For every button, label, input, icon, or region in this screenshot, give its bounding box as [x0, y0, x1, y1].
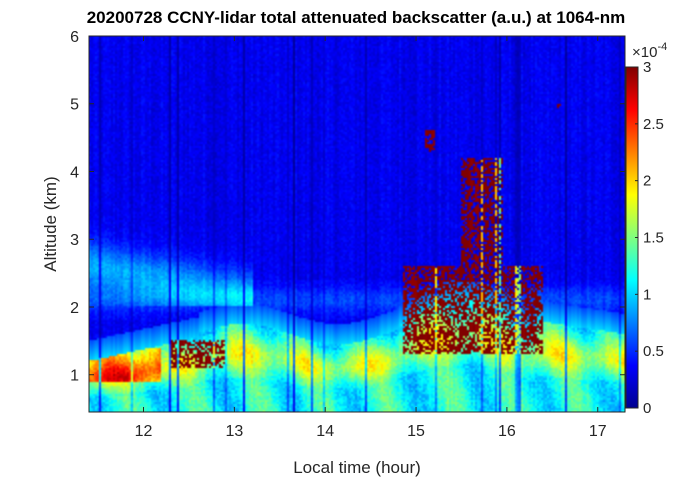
y-tick-label: 5	[70, 97, 79, 114]
x-tick-label: 13	[225, 423, 243, 440]
colorbar-tick-label: 2	[643, 173, 651, 190]
x-tick-label: 17	[589, 423, 607, 440]
x-tick-label: 16	[498, 423, 516, 440]
x-tick-label: 12	[135, 423, 153, 440]
colorbar-exponent-base: ×10	[632, 44, 657, 61]
colorbar-exponent: ×10-4	[632, 41, 667, 61]
colorbar-tick-label: 1	[643, 286, 651, 303]
y-axis-label: Altitude (km)	[41, 176, 60, 271]
y-tick-label: 6	[70, 29, 79, 46]
y-tick-label: 1	[70, 368, 79, 385]
x-axis: 12 13 14 15 16 17	[135, 36, 607, 440]
x-axis-label: Local time (hour)	[293, 458, 421, 477]
colorbar-tick-label: 0	[643, 400, 651, 417]
plot-frame	[88, 35, 626, 413]
colorbar-tick-label: 1.5	[643, 230, 664, 247]
colorbar-exponent-power: -4	[657, 41, 667, 53]
colorbar: 0 0.5 1 1.5 2 2.5 3 ×10-4	[625, 41, 667, 417]
colorbar-tick-label: 3	[643, 59, 651, 76]
plot-area	[89, 36, 625, 412]
colorbar-tick-label: 0.5	[643, 343, 664, 360]
colorbar-gradient	[626, 67, 638, 408]
y-tick-label: 2	[70, 300, 79, 317]
colorbar-ticks: 0 0.5 1 1.5 2 2.5 3	[635, 59, 664, 417]
y-axis: 1 2 3 4 5 6	[70, 29, 625, 385]
backscatter-heatmap	[89, 36, 625, 412]
colorbar-tick-label: 2.5	[643, 116, 664, 133]
y-tick-label: 3	[70, 232, 79, 249]
y-tick-label: 4	[70, 164, 79, 181]
x-tick-label: 15	[407, 423, 425, 440]
chart-title: 20200728 CCNY-lidar total attenuated bac…	[87, 8, 626, 27]
x-tick-label: 14	[316, 423, 334, 440]
